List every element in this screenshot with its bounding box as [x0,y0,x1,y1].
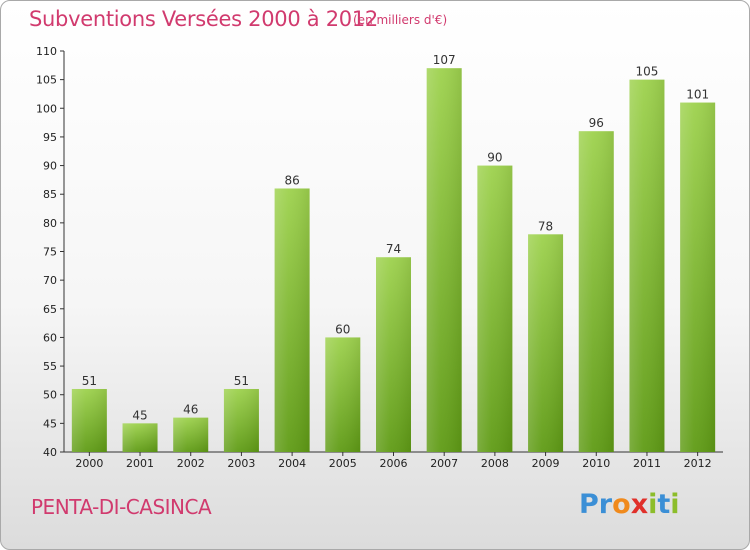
y-tick-label: 55 [43,360,57,373]
logo-letter: i [648,489,658,520]
bar-shine [274,188,310,452]
bar-value-label: 86 [284,173,299,187]
bar-shine [325,337,361,452]
bar-shine [71,388,107,452]
bar-shine [578,131,614,452]
chart-bars [71,68,716,453]
bar-shine [173,417,209,452]
bar-shine [477,165,513,453]
bar-value-label: 60 [335,322,350,336]
bar-value-label: 74 [386,242,401,256]
y-tick-label: 80 [43,217,57,230]
logo-letter: t [657,489,671,520]
x-tick-label: 2001 [126,457,154,470]
bar-shine [376,257,411,452]
bar-value-label: 51 [234,374,249,388]
bar-shine [680,102,716,453]
x-tick-label: 2009 [532,457,560,470]
bar-value-label: 96 [589,116,604,130]
x-tick-label: 2012 [684,457,712,470]
y-tick-label: 50 [43,389,57,402]
bar-value-label: 46 [183,403,198,417]
y-tick-label: 40 [43,446,57,459]
y-tick-label: 100 [36,102,57,115]
y-tick-label: 105 [36,74,57,87]
bar-shine [528,234,564,452]
x-tick-label: 2004 [278,457,306,470]
logo-letter: x [630,489,649,520]
x-tick-label: 2000 [75,457,103,470]
bar-value-label: 105 [636,65,659,79]
bar-shine [223,388,259,452]
logo-letter: P [579,489,599,520]
x-tick-label: 2008 [481,457,509,470]
logo-letter: o [612,489,631,520]
bar-shine [629,79,665,453]
bar-value-label: 51 [82,374,97,388]
chart-title: Subventions Versées 2000 à 2012 [29,7,378,31]
y-tick-label: 90 [43,160,57,173]
x-tick-label: 2003 [227,457,255,470]
bar-value-label: 45 [132,408,147,422]
bar-value-label: 90 [487,151,502,165]
chart-value-labels: 51 45 46 51 86 60 74 107 90 78 96 105 101 [82,53,709,422]
bar-value-label: 107 [433,53,456,67]
bar-value-label: 78 [538,219,553,233]
chart-axes: 40 45 50 55 60 65 70 75 80 85 90 95 100 105 110 2000 200… [36,45,723,470]
x-tick-label: 2002 [177,457,205,470]
chart-subtitle: (en milliers d'€) [353,13,448,27]
proxiti-logo[interactable]: Proxiti [579,489,680,520]
commune-name: PENTA-DI-CASINCA [31,495,212,519]
y-tick-label: 45 [43,417,57,430]
x-tick-label: 2006 [380,457,408,470]
y-tick-label: 85 [43,188,57,201]
bar-value-label: 101 [686,88,709,102]
y-tick-label: 75 [43,246,57,259]
bar-shine [122,423,158,452]
bar-shine [426,68,462,452]
logo-letter: r [598,489,613,520]
x-tick-label: 2011 [633,457,661,470]
y-tick-label: 95 [43,131,57,144]
y-tick-label: 70 [43,274,57,287]
x-tick-label: 2005 [329,457,357,470]
y-tick-label: 60 [43,331,57,344]
y-tick-label: 65 [43,303,57,316]
x-tick-label: 2007 [430,457,458,470]
y-tick-label: 110 [36,45,57,58]
x-tick-label: 2010 [582,457,610,470]
logo-letter: i [670,489,680,520]
